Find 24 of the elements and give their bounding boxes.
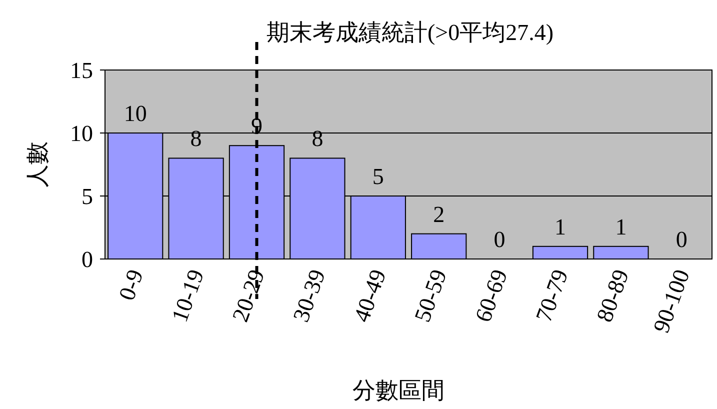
x-tick-label: 30-39 [288, 266, 330, 326]
x-tick-label: 10-19 [166, 266, 209, 326]
data-label: 1 [615, 214, 627, 240]
x-tick-label: 80-89 [592, 266, 634, 326]
data-label: 1 [554, 214, 566, 240]
x-tick-label: 50-59 [410, 266, 452, 326]
data-label: 0 [494, 227, 506, 252]
data-label: 0 [676, 227, 688, 252]
y-tick-label: 5 [82, 184, 93, 209]
data-label: 2 [433, 202, 445, 227]
x-axis-title: 分數區間 [352, 378, 444, 403]
y-axis-title: 人數 [25, 142, 50, 188]
chart-title: 期末考成績統計(>0平均27.4) [266, 20, 554, 45]
y-tick-label: 15 [70, 58, 93, 83]
x-tick-label: 70-79 [531, 266, 573, 326]
x-tick-label: 90-100 [648, 266, 694, 336]
data-label: 5 [372, 164, 384, 189]
x-tick-label: 20-29 [228, 266, 270, 326]
x-tick-label: 0-9 [114, 266, 148, 304]
x-tick-label: 60-69 [470, 266, 512, 326]
x-tick-label: 40-49 [349, 266, 391, 326]
y-tick-label: 10 [70, 121, 93, 146]
y-tick-label: 0 [82, 247, 93, 272]
data-label: 10 [124, 101, 147, 126]
